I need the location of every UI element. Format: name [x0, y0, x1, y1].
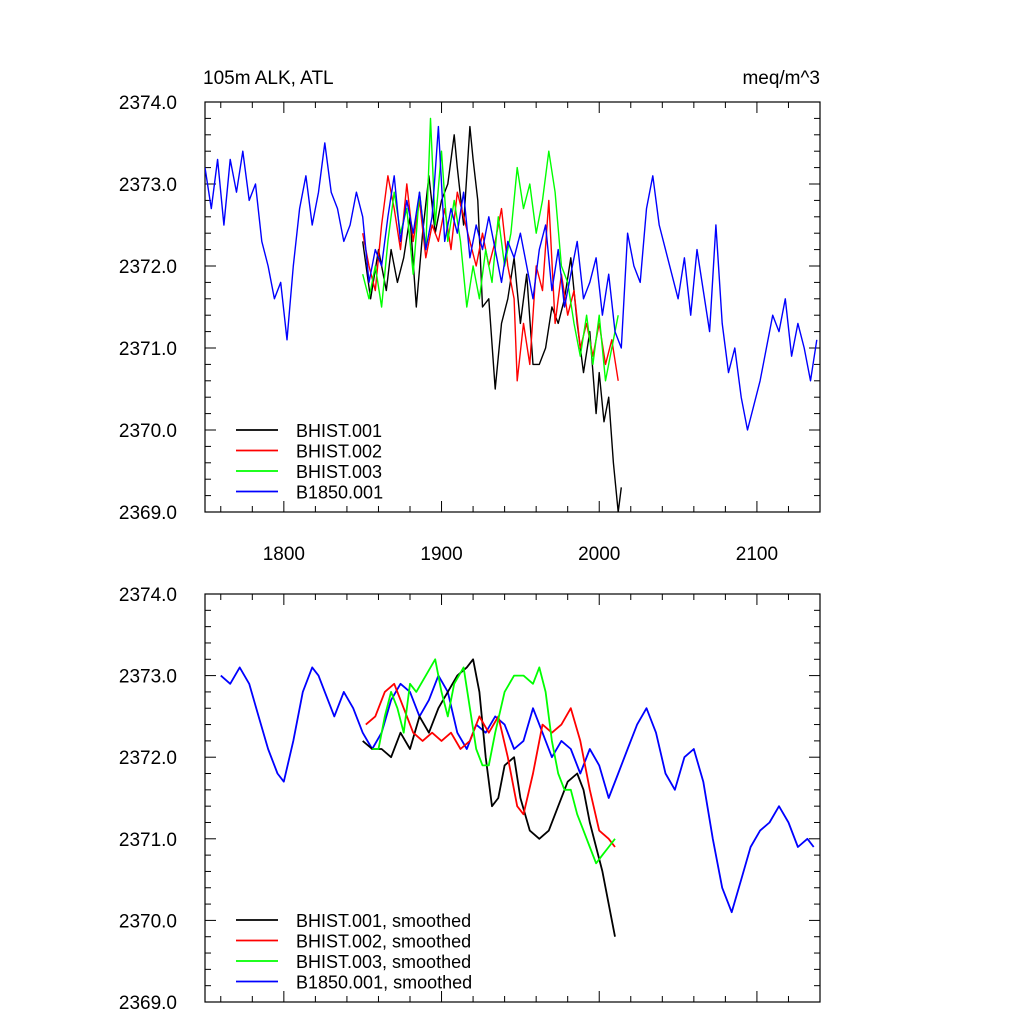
top-panel: 2369.0 2370.0 2371.0 2372.0 2373.0 2374.0 1800… [119, 93, 821, 565]
y-tick-label: 2370.0 [119, 911, 177, 932]
chart-title: 105m ALK, ATL [203, 68, 334, 89]
legend-label: BHIST.001, smoothed [296, 911, 471, 931]
chart-units: meq/m^3 [742, 68, 820, 89]
x-tick-label: 1900 [420, 544, 462, 565]
y-tick-label: 2373.0 [119, 667, 177, 688]
legend-label: BHIST.002 [296, 442, 382, 462]
legend-label: BHIST.002, smoothed [296, 932, 471, 952]
series-line-bhist-001-smoothed [362, 658, 616, 937]
y-tick-label: 2369.0 [119, 503, 177, 524]
series-line-b1850-001 [205, 125, 818, 431]
y-tick-label: 2371.0 [119, 339, 177, 360]
series-line-b1850-001-smoothed [220, 666, 815, 914]
y-tick-label: 2369.0 [119, 993, 177, 1014]
series-line-bhist-002 [362, 175, 619, 382]
y-tick-label: 2374.0 [119, 93, 177, 114]
y-tick-label: 2372.0 [119, 748, 177, 769]
y-tick-label: 2371.0 [119, 830, 177, 851]
y-tick-label: 2370.0 [119, 421, 177, 442]
series-line-bhist-001 [362, 125, 622, 512]
x-tick-label: 2000 [578, 544, 620, 565]
x-tick-label: 1800 [263, 544, 305, 565]
x-tick-label: 2100 [736, 544, 778, 565]
series-line-bhist-002-smoothed [365, 682, 616, 848]
y-tick-label: 2372.0 [119, 257, 177, 278]
series-line-bhist-003-smoothed [372, 658, 616, 865]
y-tick-label: 2374.0 [119, 585, 177, 606]
legend-label: BHIST.001 [296, 421, 382, 441]
plot-frame [204, 101, 821, 513]
legend-label: B1850.001, smoothed [296, 973, 472, 993]
legend-label: BHIST.003, smoothed [296, 952, 471, 972]
series-line-bhist-003 [362, 117, 619, 382]
bottom-panel: 2369.0 2370.0 2371.0 2372.0 2373.0 2374.0 BHIS… [119, 585, 821, 1014]
legend-label: BHIST.003 [296, 462, 382, 482]
legend-label: B1850.001 [296, 483, 383, 503]
y-tick-label: 2373.0 [119, 175, 177, 196]
plot-frame [204, 593, 821, 1003]
